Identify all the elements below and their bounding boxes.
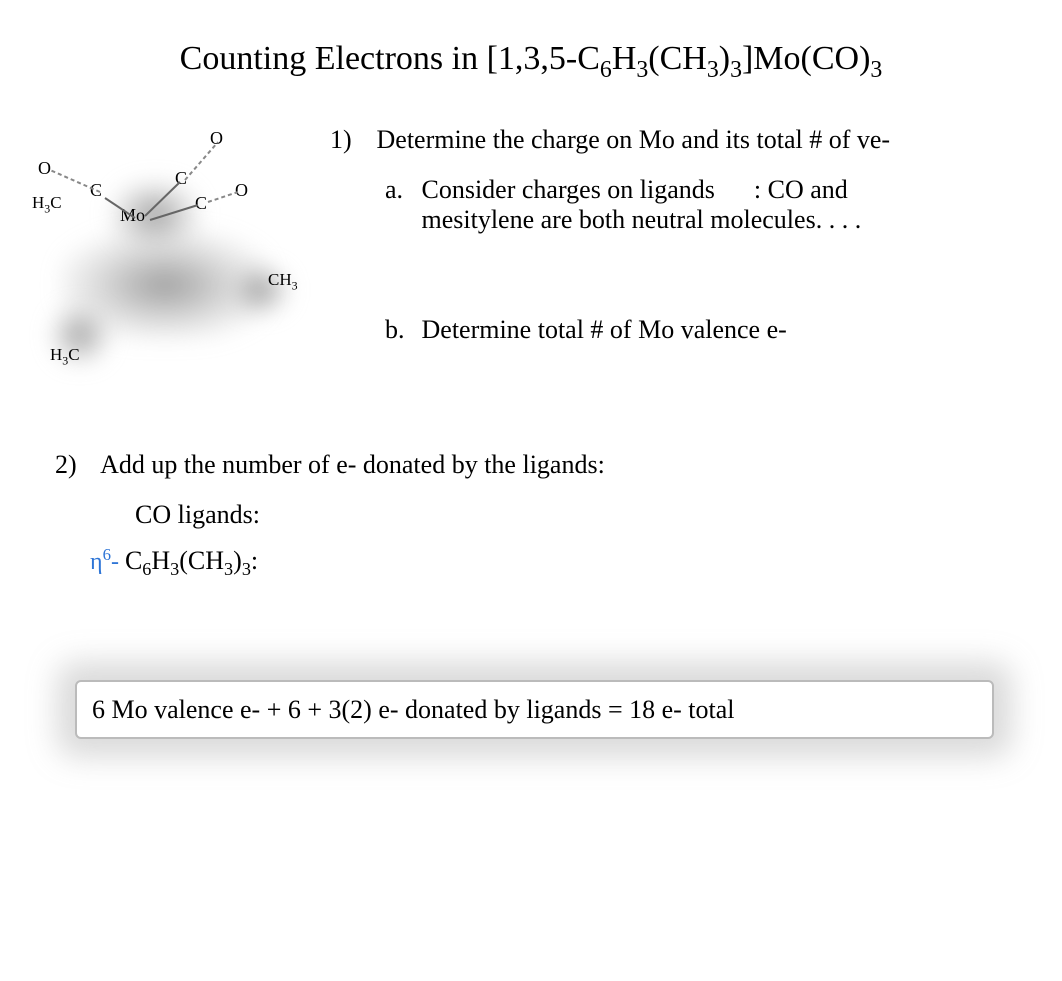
eta-line: η6- C6H3(CH3)3: xyxy=(90,545,955,580)
step1-b-text: Determine total # of Mo valence e- xyxy=(422,315,787,344)
title-sub3b: 3 xyxy=(707,57,719,83)
summary-text: 6 Mo valence e- + 6 + 3(2) e- donated by… xyxy=(92,695,735,725)
formula-close: ) xyxy=(233,546,242,575)
formula-colon: : xyxy=(251,546,258,575)
eta-sup: 6 xyxy=(103,545,111,564)
step-2: 2) Add up the number of e- donated by th… xyxy=(55,450,955,580)
formula-c: C xyxy=(125,546,142,575)
formula-h: H xyxy=(151,546,170,575)
formula-sub3c: 3 xyxy=(242,559,251,579)
mesitylene-formula: C6H3(CH3)3: xyxy=(125,546,258,575)
formula-ch: (CH xyxy=(179,546,224,575)
step1-text: Determine the charge on Mo and its total… xyxy=(377,125,891,154)
step1-b-letter: b. xyxy=(385,315,415,345)
eta-symbol: η xyxy=(90,549,103,575)
molecule-diagram: O O O C C C Mo H3C H3C CH3 xyxy=(20,120,330,380)
step1-number: 1) xyxy=(330,125,370,155)
bond-lines xyxy=(20,120,330,380)
title-sub6: 6 xyxy=(600,57,612,83)
title-sub3c: 3 xyxy=(730,57,742,83)
step1-a-letter: a. xyxy=(385,175,415,205)
title-sub3d: 3 xyxy=(870,57,882,83)
formula-sub3a: 3 xyxy=(170,559,179,579)
title-mid3: ) xyxy=(719,40,730,77)
eta-symbol-chip: η6- xyxy=(90,549,125,575)
step2-text: Add up the number of e- donated by the l… xyxy=(100,450,605,479)
summary-box: 6 Mo valence e- + 6 + 3(2) e- donated by… xyxy=(75,680,994,739)
page-title: Counting Electrons in [1,3,5-C6H3(CH3)3]… xyxy=(0,40,1062,84)
step1-a-text1: Consider charges on ligands xyxy=(422,175,715,204)
title-mid1: H xyxy=(612,40,637,77)
title-sub3a: 3 xyxy=(636,57,648,83)
title-prefix: Counting Electrons in [1,3,5-C xyxy=(180,40,600,77)
title-mid2: (CH xyxy=(648,40,707,77)
step-1: 1) Determine the charge on Mo and its to… xyxy=(330,125,970,345)
formula-sub3b: 3 xyxy=(224,559,233,579)
eta-dash: - xyxy=(111,549,119,575)
co-ligands-line: CO ligands: xyxy=(135,500,955,530)
title-mid4: ]Mo(CO) xyxy=(742,40,870,77)
step1-b: b. Determine total # of Mo valence e- xyxy=(385,315,970,345)
step1-a-text: Consider charges on ligands : CO and mes… xyxy=(422,175,942,235)
step1-a: a. Consider charges on ligands : CO and … xyxy=(385,175,970,235)
step2-number: 2) xyxy=(55,450,95,480)
